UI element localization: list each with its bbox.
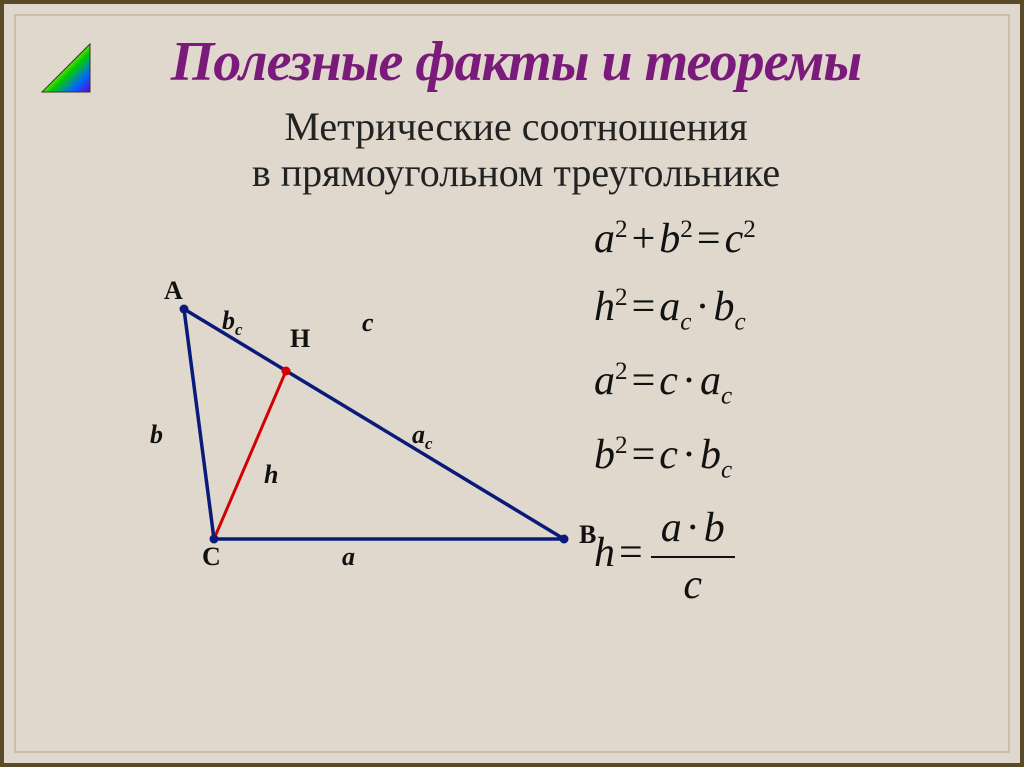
slide-frame: Полезные факты и теоремы Метрические соо… xyxy=(0,0,1024,767)
formula-5: h=a·bc xyxy=(594,503,1004,610)
formulas-block: a2+b2=c2 h2=ac·bc a2=c·ac b2=c·bc h=a·bc xyxy=(594,214,1004,628)
slide-subtitle: Метрические соотношения в прямоугольном … xyxy=(4,104,1024,196)
label-A: A xyxy=(164,276,183,306)
label-bc: bc xyxy=(222,306,243,340)
formula-3: a2=c·ac xyxy=(594,356,1004,412)
label-h: h xyxy=(264,460,278,490)
subtitle-line-2: в прямоугольном треугольнике xyxy=(252,150,780,195)
slide-title: Полезные факты и теоремы xyxy=(4,30,1024,94)
label-H: H xyxy=(290,324,310,354)
triangle-diagram: ABCHbachbcac xyxy=(124,264,624,604)
label-ac: ac xyxy=(412,420,433,454)
subtitle-line-1: Метрические соотношения xyxy=(284,104,747,149)
label-c: c xyxy=(362,308,374,338)
formula-1: a2+b2=c2 xyxy=(594,214,1004,264)
label-b: b xyxy=(150,420,163,450)
label-C: C xyxy=(202,542,221,572)
formula-2: h2=ac·bc xyxy=(594,282,1004,338)
label-a: a xyxy=(342,542,355,572)
formula-4: b2=c·bc xyxy=(594,430,1004,486)
